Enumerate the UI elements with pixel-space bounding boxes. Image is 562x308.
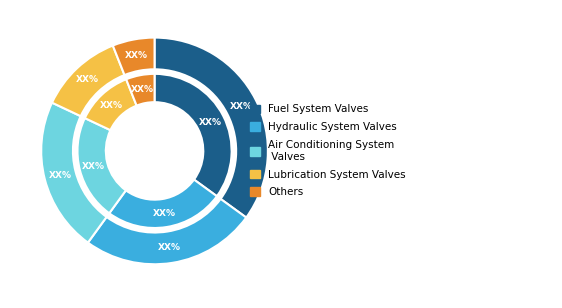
Text: XX%: XX%: [49, 171, 71, 180]
Wedge shape: [126, 74, 155, 106]
Text: XX%: XX%: [82, 162, 105, 171]
Wedge shape: [155, 38, 268, 217]
Text: XX%: XX%: [125, 51, 148, 60]
Wedge shape: [78, 118, 126, 213]
Text: XX%: XX%: [199, 118, 222, 127]
Text: XX%: XX%: [132, 85, 154, 94]
Text: XX%: XX%: [76, 75, 99, 84]
Wedge shape: [88, 199, 246, 264]
Text: XX%: XX%: [100, 101, 123, 110]
Text: XX%: XX%: [158, 243, 182, 252]
Legend: Fuel System Valves, Hydraulic System Valves, Air Conditioning System
 Valves, Lu: Fuel System Valves, Hydraulic System Val…: [251, 104, 406, 197]
Wedge shape: [85, 79, 137, 130]
Wedge shape: [155, 74, 232, 196]
Wedge shape: [41, 103, 107, 243]
Text: XX%: XX%: [153, 209, 176, 217]
Wedge shape: [109, 180, 217, 228]
Wedge shape: [52, 46, 125, 116]
Wedge shape: [113, 38, 155, 75]
Text: XX%: XX%: [230, 102, 253, 111]
